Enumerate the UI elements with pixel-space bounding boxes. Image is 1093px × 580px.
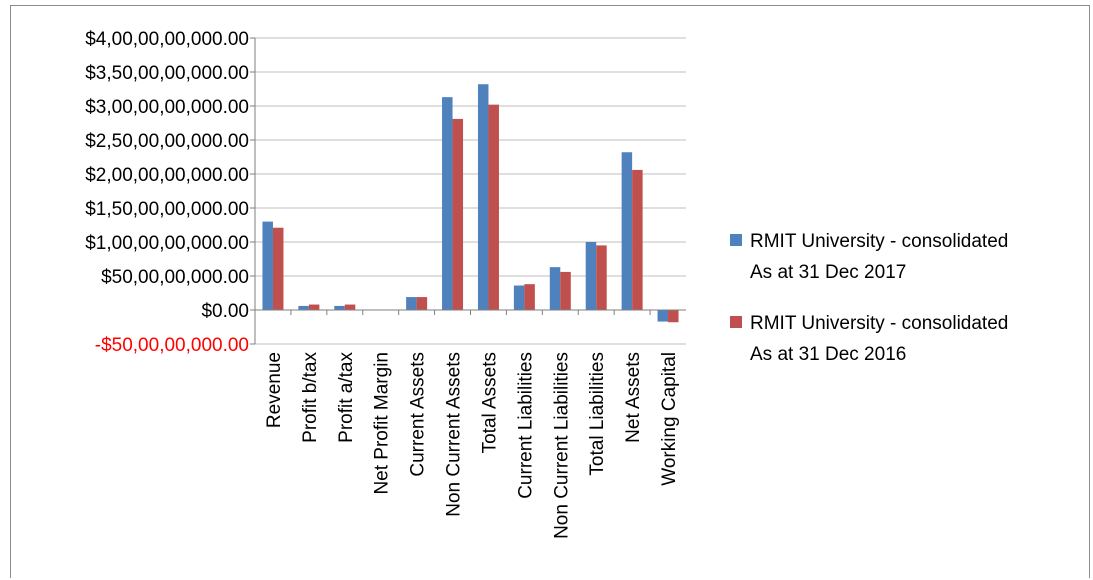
x-tick-label: Revenue [264, 352, 285, 428]
bar-2017 [442, 97, 453, 310]
x-tick-label: Profit a/tax [336, 352, 357, 443]
y-tick-label: $1,50,00,00,000.00 [85, 199, 249, 220]
bar-2017 [334, 305, 345, 310]
bar-2016 [272, 227, 284, 310]
legend: RMIT University - consolidated As at 31 … [730, 226, 1090, 390]
bar-2017 [406, 297, 417, 310]
y-tick-label: $3,50,00,00,000.00 [85, 63, 249, 84]
x-tick-label: Profit b/tax [300, 352, 321, 443]
x-tick-label: Non Current Liabilities [551, 352, 572, 539]
y-tick-label: $0.00 [201, 301, 249, 322]
legend-item-2016: RMIT University - consolidated As at 31 … [730, 308, 1090, 370]
bar-2016 [560, 271, 571, 310]
gridlines [255, 37, 686, 345]
y-tick-label: $2,50,00,00,000.00 [85, 131, 249, 152]
y-tick-label: $2,00,00,00,000.00 [85, 165, 249, 186]
x-tick-label: Current Liabilities [515, 352, 536, 499]
legend-label-2016-line1: RMIT University - consolidated [750, 313, 1009, 334]
bar-2016 [308, 304, 320, 310]
bar-2016 [668, 310, 679, 323]
x-tick-label: Current Assets [408, 352, 429, 477]
y-tick-label: $1,00,00,00,000.00 [85, 233, 249, 254]
legend-label-2017: RMIT University - consolidated As at 31 … [750, 226, 1090, 288]
y-tick-label: $50,00,00,000.00 [101, 267, 249, 288]
bar-2016 [596, 245, 607, 310]
x-tick-label: Net Assets [623, 352, 644, 443]
bar-2017 [585, 242, 597, 310]
x-tick-label: Non Current Assets [444, 352, 465, 517]
legend-label-2016: RMIT University - consolidated As at 31 … [750, 308, 1090, 370]
bar-2016 [416, 297, 428, 310]
bar-2016 [632, 169, 643, 310]
bar-2017 [549, 267, 561, 310]
bars [262, 84, 679, 323]
legend-label-2016-line2: As at 31 Dec 2016 [750, 344, 907, 365]
y-tick-labels: -$50,00,00,000.00 $0.00 $50,00,00,000.00 $1… [85, 29, 255, 356]
axes [254, 38, 686, 344]
bar-2017 [262, 221, 273, 310]
y-tick-label: -$50,00,00,000.00 [95, 335, 249, 356]
legend-swatch-2017 [730, 234, 742, 246]
x-tick-labels: Revenue Profit b/tax Profit a/tax Net Profi… [264, 352, 680, 539]
bar-2016 [488, 104, 499, 310]
y-tick-label: $4,00,00,00,000.00 [85, 29, 249, 50]
y-tick-label: $3,00,00,00,000.00 [85, 97, 249, 118]
legend-swatch-2016 [730, 316, 742, 328]
bar-2017 [298, 305, 309, 310]
x-tick-label: Total Assets [479, 352, 500, 453]
x-tick-label: Total Liabilities [587, 352, 608, 476]
bar-2017 [477, 84, 489, 311]
bar-2017 [657, 310, 669, 322]
bar-2016 [344, 304, 356, 310]
x-tick-label: Working Capital [659, 352, 680, 486]
bar-2017 [513, 285, 525, 310]
bar-2017 [621, 152, 633, 310]
legend-label-2017-line2: As at 31 Dec 2017 [750, 262, 907, 283]
legend-label-2017-line1: RMIT University - consolidated [750, 231, 1009, 252]
x-tick-label: Net Profit Margin [372, 352, 393, 495]
bar-2016 [452, 118, 464, 310]
legend-item-2017: RMIT University - consolidated As at 31 … [730, 226, 1090, 288]
bar-2016 [524, 284, 535, 310]
